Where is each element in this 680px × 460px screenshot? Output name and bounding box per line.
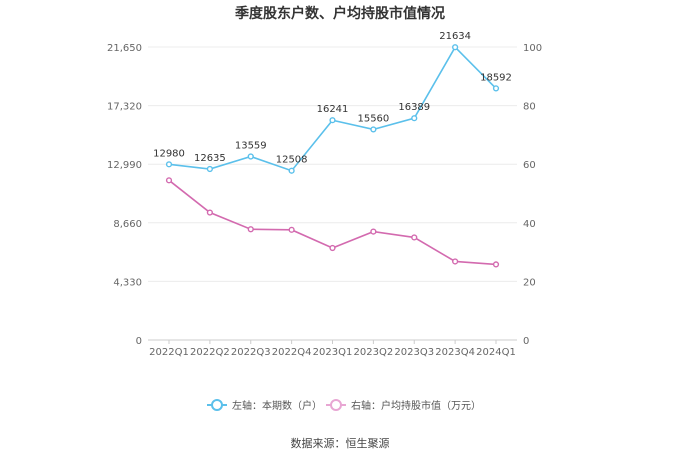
series-2-point: [492, 261, 500, 268]
series-2-point: [370, 228, 377, 235]
series-2-point: [206, 209, 213, 216]
right-tick-label: 60: [523, 160, 536, 171]
right-tick-label: 100: [523, 43, 542, 54]
data-label: 12508: [276, 155, 308, 166]
x-tick-label: 2022Q3: [231, 347, 271, 358]
series-1-point: [206, 165, 213, 173]
series-1-point: [288, 167, 295, 174]
x-tick-label: 2023Q4: [435, 347, 475, 358]
series-2-point: [452, 258, 459, 265]
series-1-point: [492, 85, 500, 92]
x-tick-label: 2023Q1: [313, 347, 353, 358]
series-1-point: [329, 117, 336, 124]
left-tick-label: 0: [136, 336, 142, 347]
series-1-point: [370, 126, 377, 133]
right-tick-label: 0: [523, 336, 529, 347]
legend-marker-left: [211, 399, 223, 411]
right-tick-label: 40: [523, 219, 536, 230]
data-label: 16241: [317, 104, 349, 115]
x-tick-label: 2022Q4: [272, 347, 312, 358]
data-label: 12980: [153, 148, 185, 159]
data-source: 数据来源：恒生聚源: [291, 436, 390, 450]
x-tick-label: 2022Q2: [190, 347, 230, 358]
left-tick-label: 8,660: [113, 219, 142, 230]
left-tick-label: 12,990: [107, 160, 142, 171]
series-1-point: [452, 44, 459, 51]
series-1-point: [411, 115, 418, 122]
left-tick-label: 17,320: [107, 102, 142, 113]
left-tick-label: 4,330: [113, 277, 142, 288]
data-label: 18592: [480, 72, 512, 83]
data-label: 21634: [439, 31, 471, 42]
left-tick-label: 21,650: [107, 43, 142, 54]
x-tick-label: 2023Q3: [394, 347, 434, 358]
chart-title: 季度股东户数、户均持股市值情况: [234, 5, 445, 22]
grid-lines: [148, 46, 517, 341]
legend-marker-right: [330, 399, 342, 411]
data-label: 13559: [235, 140, 267, 151]
series-1-point: [247, 153, 254, 160]
series-layer: 12980 12635 13559 12508 16241 15560 16389 21634…: [153, 31, 512, 268]
data-label: 15560: [357, 113, 389, 124]
data-label: 12635: [194, 153, 226, 164]
data-label: 16389: [398, 102, 430, 113]
right-tick-label: 80: [523, 102, 536, 113]
legend-label-left: 左轴：本期数（户）: [232, 399, 322, 412]
series-2-point: [288, 226, 295, 233]
series-2-point: [247, 226, 254, 233]
x-tick-label: 2023Q2: [354, 347, 394, 358]
left-axis: 0 4,330 8,660 12,990 17,320 21,650: [107, 43, 142, 347]
series-2-point: [411, 234, 418, 241]
x-axis: 2022Q1 2022Q2 2022Q3 2022Q4 2023Q1 2023Q2 2023…: [149, 340, 516, 358]
series-2-point: [165, 177, 173, 184]
right-axis: 0 20 40 60 80 100: [523, 43, 542, 347]
legend-label-right: 右轴：户均持股市值（万元）: [351, 399, 481, 412]
x-tick-label: 2024Q1: [476, 347, 516, 358]
right-tick-label: 20: [523, 277, 536, 288]
series-1-point: [165, 161, 173, 168]
legend: 左轴：本期数（户） 右轴：户均持股市值（万元）: [207, 399, 481, 412]
x-tick-label: 2022Q1: [149, 347, 189, 358]
series-2-point: [329, 244, 336, 252]
